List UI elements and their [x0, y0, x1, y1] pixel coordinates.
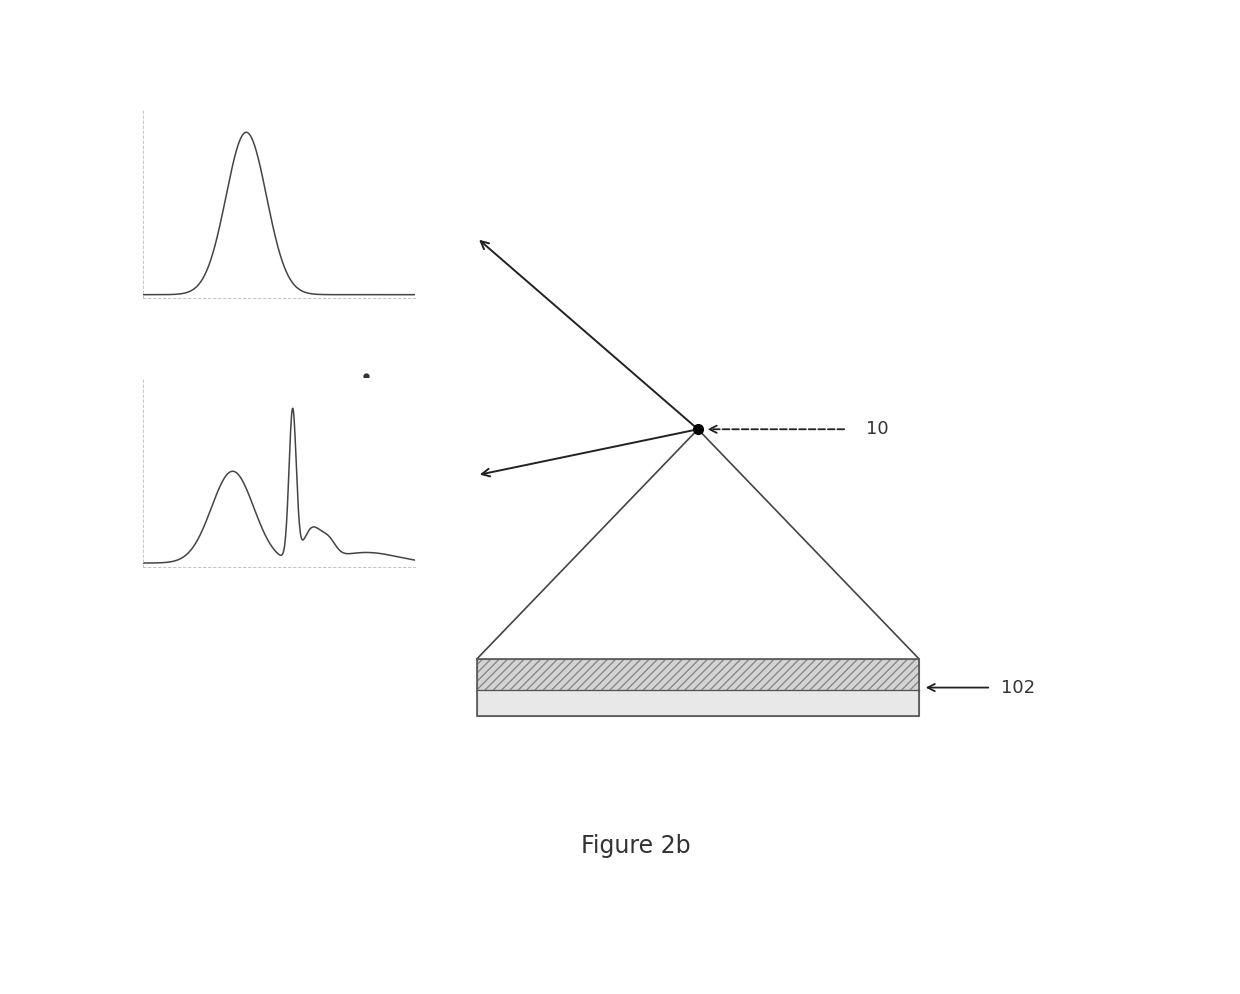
Bar — [477, 691, 919, 717]
Text: 10: 10 — [866, 420, 889, 438]
Bar — [477, 659, 919, 691]
Text: first exposure: first exposure — [172, 267, 296, 285]
Text: 102: 102 — [1001, 679, 1035, 697]
Bar — [477, 659, 919, 717]
Text: Figure 2b: Figure 2b — [580, 834, 691, 859]
Text: last exposure: last exposure — [172, 458, 294, 476]
